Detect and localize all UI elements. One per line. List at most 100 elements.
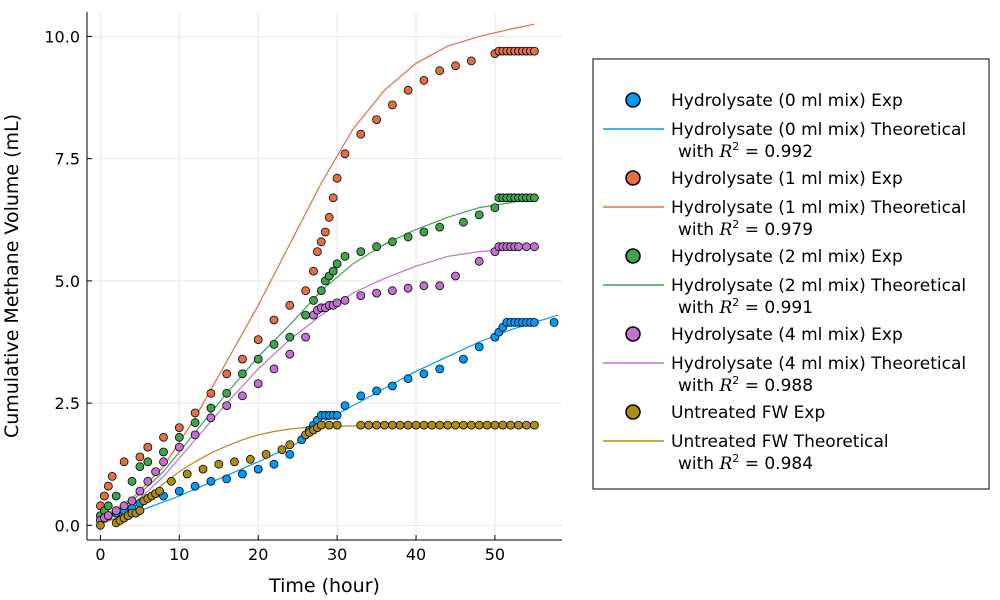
data-point: [111, 506, 121, 516]
data-point: [119, 457, 129, 467]
data-point: [135, 506, 145, 516]
data-point: [174, 423, 184, 433]
data-point: [222, 369, 232, 379]
data-point: [549, 317, 559, 327]
data-point: [372, 288, 382, 298]
data-point: [395, 420, 405, 430]
data-point: [316, 237, 326, 247]
data-point: [174, 442, 184, 452]
legend-exp-label: Hydrolysate (4 ml mix) Exp: [671, 325, 903, 345]
legend-theory-label: Hydrolysate (1 ml mix) Theoretical: [671, 198, 966, 218]
data-point: [356, 420, 366, 430]
fit-line: [100, 197, 535, 521]
data-point: [316, 420, 326, 430]
data-point: [151, 467, 161, 477]
grid-layer: [87, 12, 562, 540]
data-point: [285, 449, 295, 459]
data-point: [387, 286, 397, 296]
legend-marker: [625, 170, 641, 186]
legend-exp-label: Hydrolysate (1 ml mix) Exp: [671, 169, 903, 189]
data-point: [419, 281, 429, 291]
data-point: [111, 491, 121, 501]
data-point: [340, 251, 350, 261]
data-point: [498, 420, 508, 430]
y-tick-label: 7.5: [55, 150, 80, 169]
data-point: [332, 298, 342, 308]
data-point: [387, 381, 397, 391]
data-point: [103, 501, 113, 511]
data-point: [419, 369, 429, 379]
data-point: [530, 420, 539, 430]
data-point: [324, 212, 334, 222]
data-point: [435, 66, 445, 76]
data-point: [451, 420, 460, 430]
x-tick-label: 10: [169, 545, 189, 564]
data-point: [530, 46, 539, 56]
data-point: [474, 420, 484, 430]
x-tick-label: 0: [95, 545, 105, 564]
data-point: [159, 432, 168, 442]
legend-exp-label: Untreated FW Exp: [671, 403, 825, 423]
data-point: [356, 129, 366, 139]
data-point: [332, 420, 342, 430]
data-point: [237, 391, 247, 401]
x-tick-label: 20: [248, 545, 268, 564]
y-tick-label: 0.0: [55, 516, 80, 535]
legend-r2-label: with R2 = 0.984: [678, 452, 813, 474]
data-point: [328, 193, 338, 203]
data-point: [190, 430, 200, 440]
data-point: [206, 413, 216, 423]
x-tick-label: 40: [406, 545, 426, 564]
data-point: [285, 332, 295, 342]
data-point: [277, 445, 287, 455]
data-point: [155, 486, 165, 496]
data-point: [427, 420, 437, 430]
legend-exp-label: Hydrolysate (2 ml mix) Exp: [671, 247, 903, 267]
data-point: [530, 193, 539, 203]
data-point: [269, 339, 279, 349]
data-point: [135, 462, 145, 472]
data-point: [403, 420, 413, 430]
data-point: [320, 227, 330, 237]
legend-marker: [625, 92, 641, 108]
data-point: [107, 471, 117, 481]
legend-r2-label: with R2 = 0.992: [678, 140, 813, 162]
legend-marker: [625, 248, 641, 264]
legend-r2-label: with R2 = 0.979: [678, 218, 813, 240]
data-point: [466, 56, 476, 66]
data-point: [135, 486, 145, 496]
data-point: [312, 247, 322, 257]
data-point: [451, 271, 460, 281]
data-point: [159, 457, 168, 467]
data-point: [127, 496, 137, 506]
data-point: [135, 452, 145, 462]
data-point: [309, 266, 318, 276]
data-point: [269, 315, 279, 325]
data-point: [206, 403, 216, 413]
data-point: [222, 474, 232, 484]
axes-layer: 0 10 20 30 40 50 0.0 2.5 5.0 7.5 10.0: [44, 12, 562, 564]
data-point: [301, 286, 311, 296]
data-point: [356, 247, 366, 257]
data-point: [182, 469, 192, 479]
data-point: [403, 374, 413, 384]
data-point: [119, 501, 129, 511]
data-point: [143, 442, 153, 452]
data-point: [364, 420, 374, 430]
x-tick-label: 50: [485, 545, 505, 564]
legend: Hydrolysate (0 ml mix) Exp Hydrolysate (0…: [592, 58, 990, 490]
data-point: [458, 354, 468, 364]
data-point: [143, 457, 153, 467]
data-point: [451, 61, 460, 71]
data-point: [328, 266, 338, 276]
data-point: [530, 317, 539, 327]
data-point: [96, 520, 105, 530]
legend-theory-label: Hydrolysate (4 ml mix) Theoretical: [671, 354, 966, 374]
data-point: [127, 476, 137, 486]
data-point: [466, 420, 476, 430]
data-point: [261, 449, 271, 459]
data-point: [190, 408, 200, 418]
data-point: [230, 457, 239, 467]
data-point: [103, 481, 113, 491]
